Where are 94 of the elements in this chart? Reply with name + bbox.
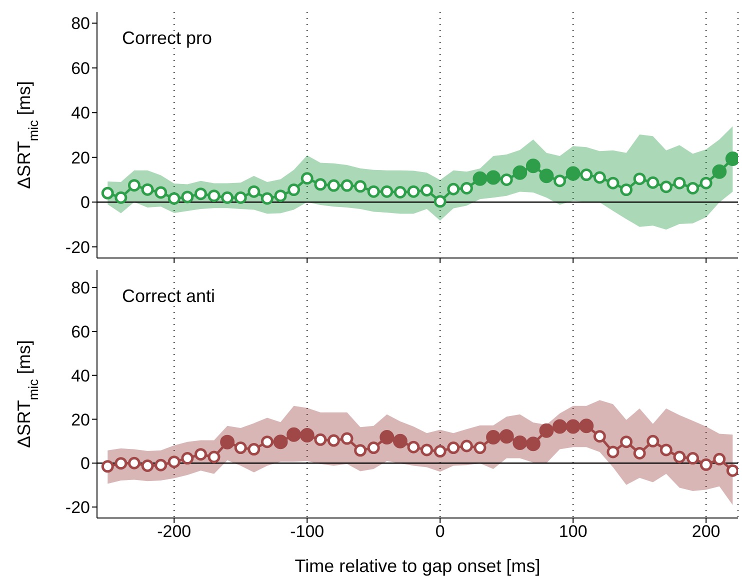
point bbox=[194, 188, 207, 200]
y-tick-label: 20 bbox=[71, 148, 90, 168]
point bbox=[234, 191, 247, 204]
point bbox=[101, 460, 114, 473]
point bbox=[700, 176, 712, 190]
point bbox=[606, 446, 620, 458]
point bbox=[407, 440, 420, 454]
point bbox=[593, 430, 606, 443]
point bbox=[340, 179, 354, 192]
point bbox=[154, 186, 168, 199]
point bbox=[646, 434, 660, 448]
point bbox=[660, 180, 672, 194]
y-tick-label: 0 bbox=[80, 454, 90, 474]
x-tick-label: 100 bbox=[558, 522, 588, 542]
point bbox=[194, 448, 207, 461]
point bbox=[447, 182, 460, 196]
point bbox=[700, 458, 712, 471]
point bbox=[114, 191, 128, 204]
point bbox=[407, 185, 420, 198]
point bbox=[248, 443, 260, 456]
x-tick-label: -200 bbox=[157, 522, 192, 542]
point bbox=[154, 458, 168, 472]
point bbox=[181, 190, 194, 204]
point bbox=[633, 172, 646, 186]
point bbox=[208, 450, 220, 464]
point bbox=[208, 190, 220, 202]
x-axis-title: Time relative to gap onset [ms] bbox=[294, 556, 540, 576]
point bbox=[314, 178, 327, 191]
point bbox=[606, 176, 620, 190]
text: Correct pro bbox=[122, 28, 212, 49]
point bbox=[660, 444, 672, 456]
point bbox=[314, 433, 327, 446]
y-tick-label: -20 bbox=[65, 498, 90, 518]
point bbox=[726, 464, 738, 477]
point bbox=[327, 179, 340, 192]
y-tick-label: -20 bbox=[65, 238, 90, 257]
point bbox=[646, 176, 660, 189]
point bbox=[460, 440, 473, 452]
x-tick-label: 200 bbox=[692, 522, 720, 542]
point bbox=[181, 452, 194, 465]
point bbox=[128, 179, 140, 192]
point bbox=[686, 182, 700, 194]
point bbox=[673, 176, 686, 190]
point bbox=[367, 442, 380, 454]
point bbox=[128, 456, 140, 470]
point bbox=[260, 192, 274, 205]
point bbox=[420, 184, 434, 196]
point bbox=[248, 185, 260, 198]
x-tick-label: -100 bbox=[290, 522, 324, 542]
point bbox=[340, 432, 354, 445]
point bbox=[434, 445, 446, 458]
point bbox=[633, 447, 646, 460]
point bbox=[434, 195, 446, 208]
y-tick-label: 40 bbox=[71, 366, 90, 386]
point bbox=[420, 444, 434, 456]
point bbox=[394, 186, 406, 198]
y-tick-label: 40 bbox=[71, 104, 90, 123]
point bbox=[114, 457, 128, 470]
point bbox=[260, 436, 274, 448]
y-tick-label: 80 bbox=[71, 278, 90, 298]
text: Correct anti bbox=[122, 286, 216, 307]
point bbox=[300, 172, 314, 185]
point bbox=[593, 171, 606, 184]
point bbox=[354, 444, 367, 457]
point bbox=[380, 185, 394, 198]
y-tick-label: 0 bbox=[80, 193, 90, 212]
point bbox=[288, 184, 300, 196]
point bbox=[686, 452, 700, 465]
point bbox=[580, 168, 593, 182]
point bbox=[141, 183, 154, 196]
point bbox=[447, 442, 460, 454]
point bbox=[327, 434, 340, 447]
point bbox=[234, 442, 247, 454]
y-tick-label: 60 bbox=[71, 58, 90, 78]
y-tick-label: 60 bbox=[71, 322, 90, 342]
point bbox=[168, 456, 180, 468]
point bbox=[713, 452, 726, 466]
point bbox=[168, 192, 180, 205]
point bbox=[620, 184, 633, 196]
point bbox=[141, 460, 154, 472]
y-tick-label: 20 bbox=[71, 410, 90, 430]
point bbox=[673, 450, 686, 464]
point bbox=[274, 190, 287, 202]
point bbox=[367, 185, 380, 198]
point bbox=[460, 182, 473, 194]
point bbox=[500, 173, 513, 186]
point bbox=[354, 180, 367, 193]
point bbox=[620, 436, 633, 448]
point bbox=[221, 191, 234, 204]
point bbox=[474, 442, 486, 454]
x-tick-label: 0 bbox=[435, 522, 445, 542]
point bbox=[101, 186, 114, 200]
y-tick-label: 80 bbox=[71, 14, 90, 34]
point bbox=[554, 174, 566, 188]
